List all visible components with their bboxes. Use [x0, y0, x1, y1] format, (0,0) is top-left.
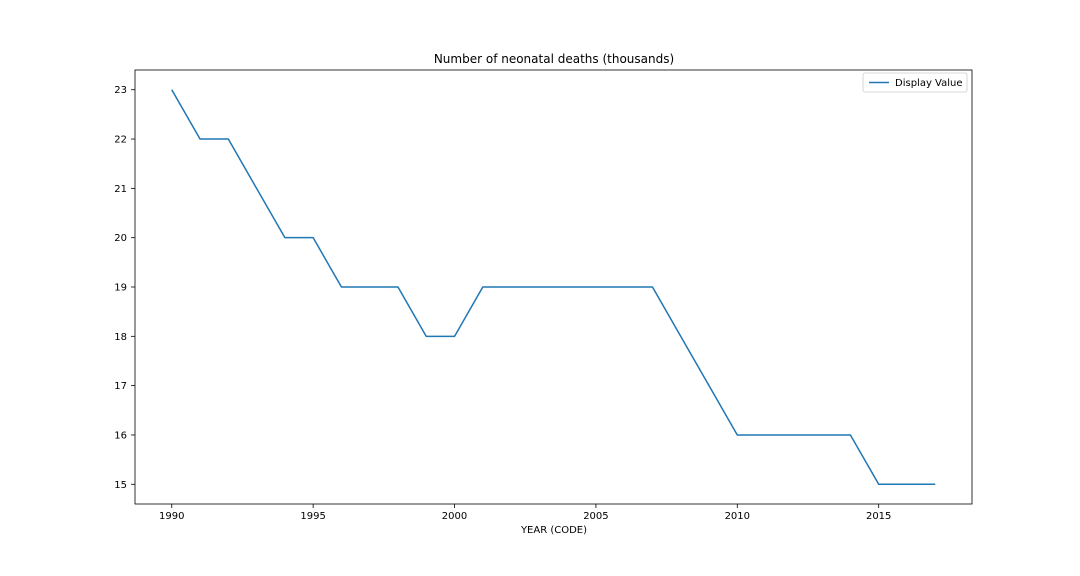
x-tick-label: 2015	[866, 511, 891, 522]
legend-box	[862, 72, 968, 93]
x-tick-label: 1995	[300, 511, 325, 522]
y-tick-label: 15	[114, 480, 127, 491]
series-line	[171, 89, 936, 486]
legend-label: Display Value	[895, 78, 963, 89]
y-tick-label: 19	[114, 283, 127, 294]
y-axis: 15 16 17 18 19 20 21 22 23	[114, 85, 135, 491]
x-tick-label: 1990	[159, 511, 184, 522]
x-axis: 1990 1995 2000 2005 2010 2015	[159, 504, 891, 522]
y-tick-label: 16	[114, 430, 127, 441]
y-tick-label: 17	[114, 381, 127, 392]
y-tick-label: 21	[114, 184, 127, 195]
series-layer	[171, 89, 936, 486]
legend: Display Value	[862, 72, 968, 93]
y-tick-label: 23	[114, 85, 127, 96]
x-tick-label: 2000	[442, 511, 467, 522]
x-tick-label: 2010	[725, 511, 750, 522]
y-tick-label: 18	[114, 332, 127, 343]
y-tick-label: 22	[114, 135, 127, 146]
y-tick-label: 20	[114, 233, 127, 244]
x-axis-title: YEAR (CODE)	[520, 525, 587, 536]
x-tick-label: 2005	[583, 511, 608, 522]
chart-title: Number of neonatal deaths (thousands)	[434, 52, 674, 66]
